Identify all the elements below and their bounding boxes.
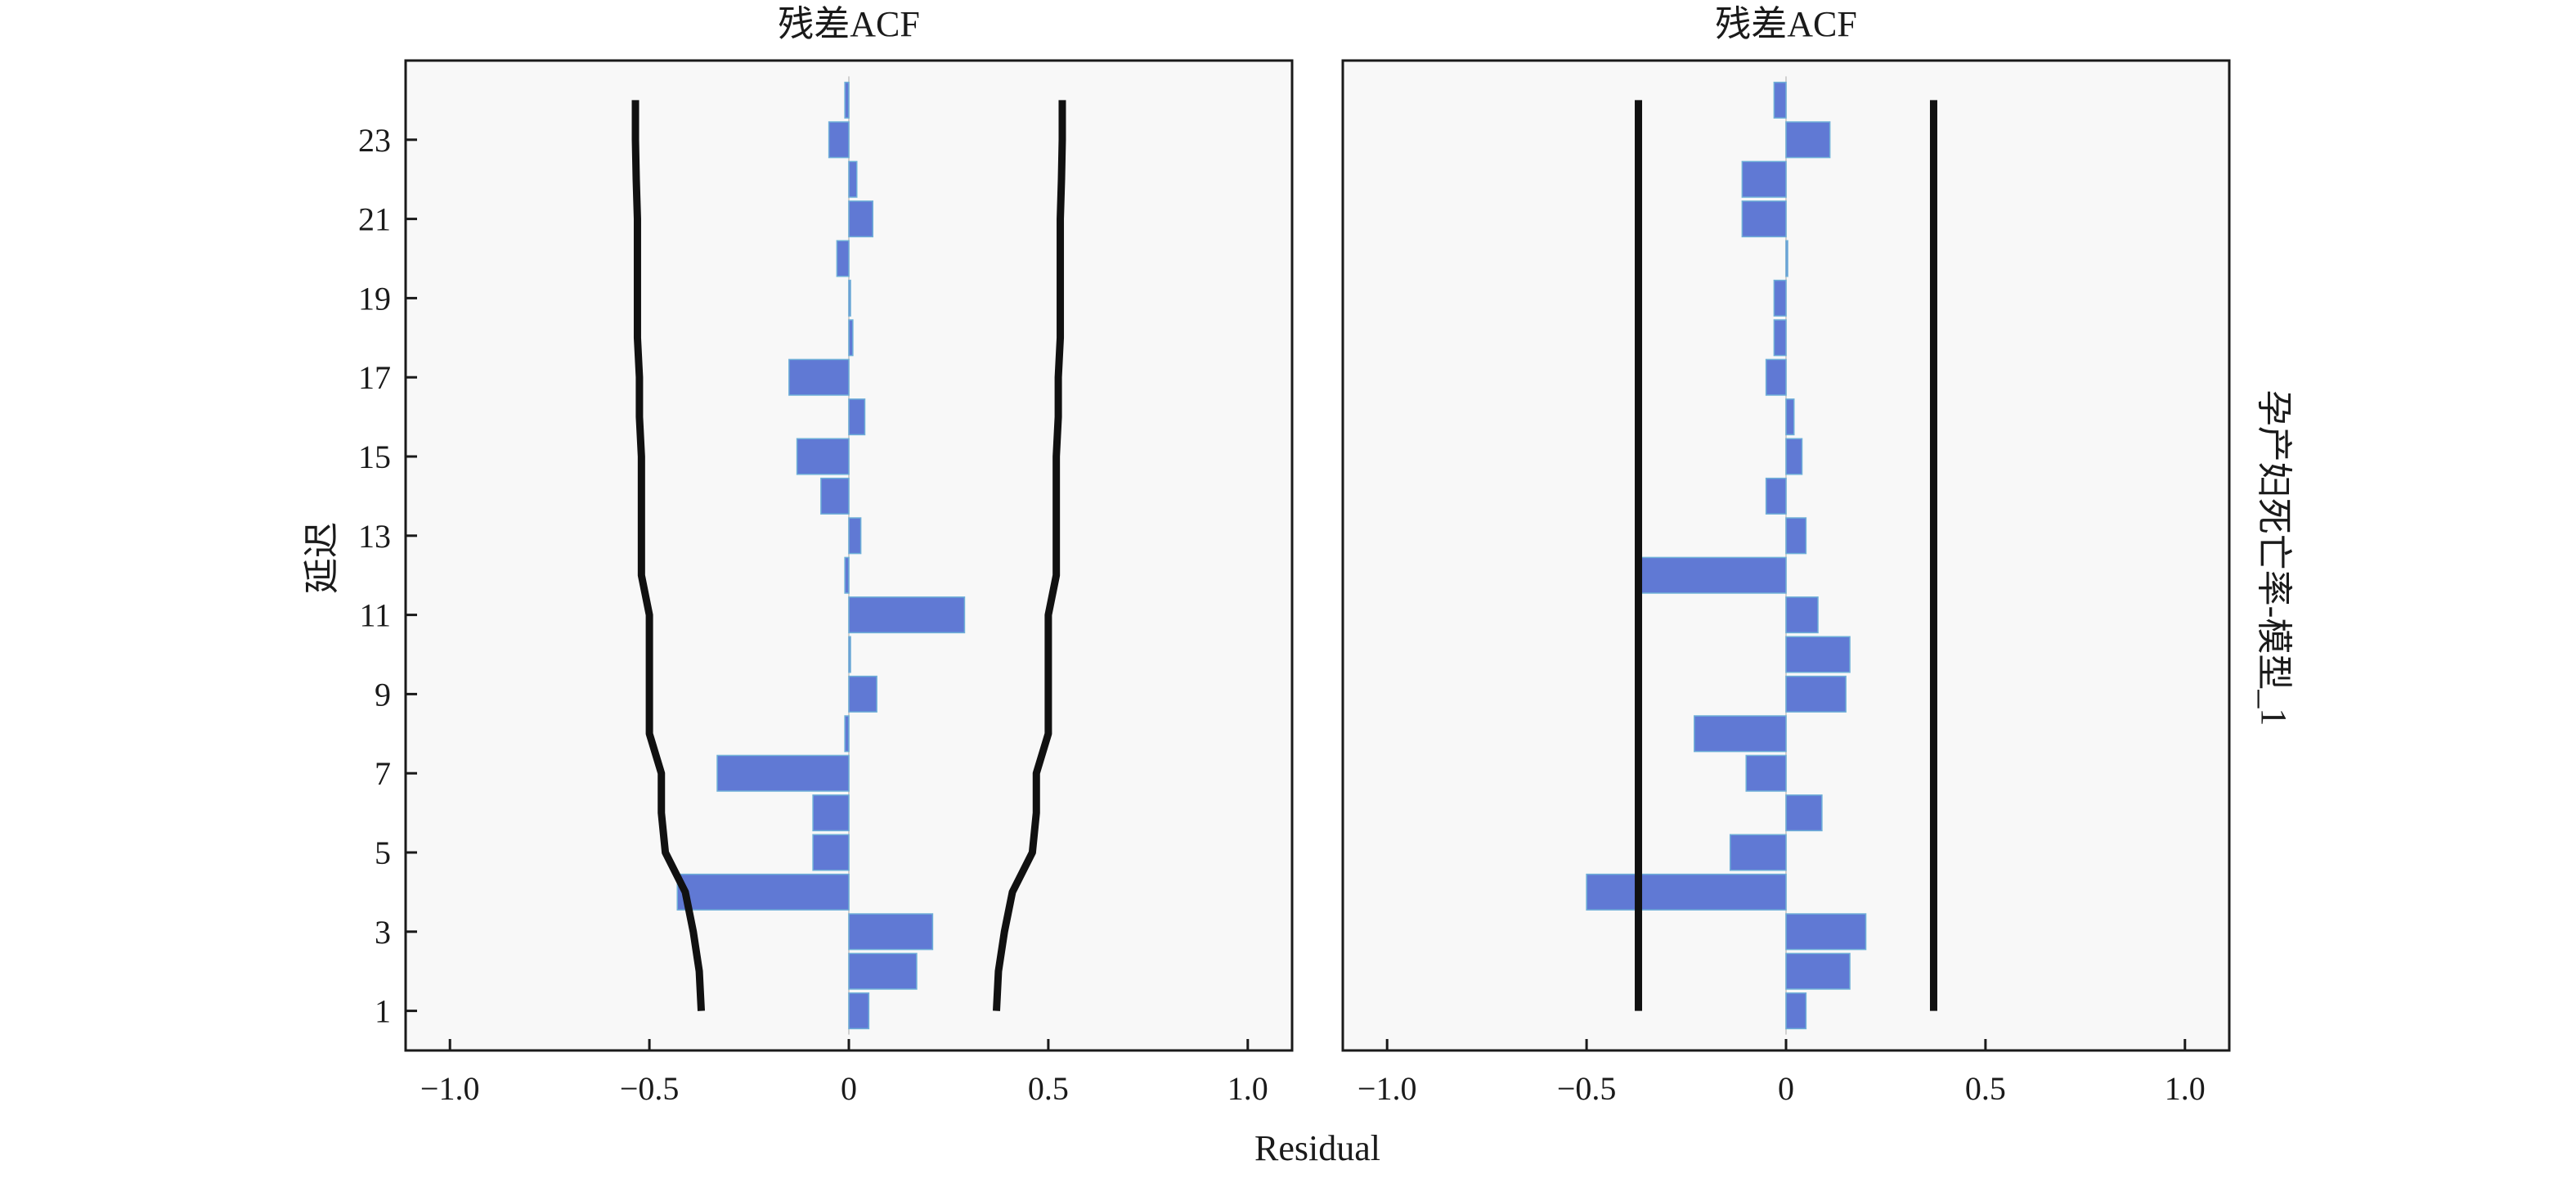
acf-bar-right-lag-10	[1785, 636, 1851, 673]
acf-bar-right-lag-11	[1785, 596, 1819, 634]
acf-bar-left-lag-18	[848, 319, 854, 357]
y-axis-label: 延迟	[302, 522, 342, 594]
acf-bar-right-lag-6	[1785, 794, 1823, 832]
panel-left-marks	[631, 76, 1066, 1035]
acf-bar-right-lag-1	[1785, 992, 1807, 1030]
acf-bar-right-lag-4	[1586, 873, 1787, 911]
acf-bar-left-lag-17	[788, 358, 850, 396]
acf-bar-right-lag-20	[1785, 240, 1788, 277]
acf-bar-right-lag-5	[1729, 834, 1787, 871]
acf-bar-left-lag-7	[716, 754, 850, 792]
x-tick-label-right-3: 0.5	[1965, 1070, 2006, 1107]
x-tick-label-left-0: −1.0	[420, 1070, 480, 1107]
acf-bar-left-lag-13	[848, 517, 862, 555]
y-tick-label-10: 21	[358, 201, 391, 238]
side-label: 孕产妇死亡率-模型_1	[2254, 390, 2294, 726]
x-tick-label-left-1: −0.5	[620, 1070, 680, 1107]
acf-bar-right-lag-24	[1773, 81, 1787, 119]
acf-bar-left-lag-22	[848, 160, 858, 198]
acf-bar-left-lag-9	[848, 675, 877, 713]
acf-bar-left-lag-24	[844, 81, 850, 119]
acf-bar-right-lag-14	[1765, 477, 1787, 515]
x-tick-label-left-2: 0	[841, 1070, 857, 1107]
y-tick-label-6: 13	[358, 518, 391, 555]
panel-right-title: 残差ACF	[1715, 4, 1857, 44]
acf-bar-right-lag-18	[1773, 319, 1787, 357]
acf-bar-right-lag-8	[1694, 715, 1787, 753]
x-tick-label-right-4: 1.0	[2165, 1070, 2206, 1107]
acf-bar-right-lag-9	[1785, 675, 1847, 713]
y-tick-label-1: 3	[375, 914, 391, 951]
acf-bar-left-lag-12	[844, 556, 850, 594]
x-axis-label: Residual	[1254, 1128, 1380, 1168]
acf-bar-left-lag-6	[812, 794, 850, 832]
acf-bar-left-lag-14	[820, 477, 850, 515]
acf-bar-right-lag-22	[1741, 160, 1787, 198]
acf-bar-left-lag-10	[848, 636, 851, 673]
acf-bar-left-lag-3	[848, 913, 934, 951]
acf-bar-left-lag-2	[848, 952, 918, 990]
y-tick-label-0: 1	[375, 993, 391, 1030]
acf-bar-left-lag-4	[676, 873, 850, 911]
acf-bar-right-lag-13	[1785, 517, 1807, 555]
panel-left-title: 残差ACF	[778, 4, 920, 44]
acf-bar-right-lag-17	[1765, 358, 1787, 396]
acf-bar-right-lag-12	[1637, 556, 1787, 594]
acf-bar-left-lag-15	[796, 438, 850, 475]
acf-bar-left-lag-5	[812, 834, 850, 871]
acf-bar-right-lag-15	[1785, 438, 1803, 475]
x-tick-label-left-3: 0.5	[1028, 1070, 1069, 1107]
acf-bar-right-lag-3	[1785, 913, 1867, 951]
acf-bar-right-lag-16	[1785, 398, 1795, 436]
confidence-lower-left	[631, 100, 706, 1011]
y-tick-label-2: 5	[375, 834, 391, 871]
acf-bar-left-lag-11	[848, 596, 966, 634]
acf-bar-left-lag-16	[848, 398, 866, 436]
acf-bar-left-lag-21	[848, 200, 874, 238]
y-tick-label-9: 19	[358, 280, 391, 317]
y-tick-label-5: 11	[359, 597, 391, 634]
confidence-upper-left	[992, 100, 1066, 1011]
acf-bar-left-lag-19	[848, 279, 851, 317]
acf-bar-left-lag-23	[828, 121, 850, 159]
panel-right-marks	[1586, 76, 1937, 1035]
y-tick-label-7: 15	[358, 439, 391, 475]
y-tick-label-3: 7	[375, 755, 391, 792]
acf-bar-left-lag-8	[844, 715, 850, 753]
acf-bar-right-lag-23	[1785, 121, 1831, 159]
x-tick-label-left-4: 1.0	[1227, 1070, 1268, 1107]
acf-bar-right-lag-2	[1785, 952, 1851, 990]
acf-bar-right-lag-19	[1773, 279, 1787, 317]
acf-bar-right-lag-7	[1745, 754, 1787, 792]
acf-bar-left-lag-1	[848, 992, 870, 1030]
x-tick-label-right-1: −0.5	[1557, 1070, 1617, 1107]
x-tick-label-right-0: −1.0	[1358, 1070, 1417, 1107]
acf-bar-right-lag-21	[1741, 200, 1787, 238]
acf-bar-left-lag-20	[836, 240, 850, 277]
x-tick-label-right-2: 0	[1778, 1070, 1794, 1107]
y-tick-label-11: 23	[358, 122, 391, 159]
y-tick-label-8: 17	[358, 359, 391, 396]
y-tick-label-4: 9	[375, 676, 391, 713]
